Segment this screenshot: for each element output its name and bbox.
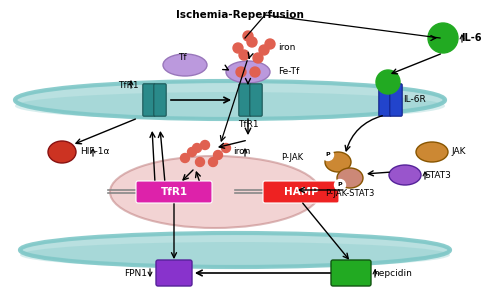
Circle shape: [265, 39, 275, 49]
FancyBboxPatch shape: [390, 84, 402, 116]
Circle shape: [187, 148, 197, 157]
FancyBboxPatch shape: [156, 260, 192, 286]
Ellipse shape: [163, 54, 207, 76]
FancyBboxPatch shape: [379, 84, 391, 116]
Circle shape: [180, 154, 189, 162]
Text: Fe-Tf: Fe-Tf: [278, 67, 299, 77]
Text: HIF-1α: HIF-1α: [80, 148, 109, 157]
Ellipse shape: [15, 92, 445, 120]
Text: TfR1: TfR1: [160, 187, 187, 197]
Circle shape: [221, 143, 231, 152]
Text: JAK: JAK: [451, 148, 465, 157]
Circle shape: [376, 70, 400, 94]
Ellipse shape: [20, 242, 450, 268]
Circle shape: [239, 50, 249, 60]
Circle shape: [196, 157, 205, 167]
Ellipse shape: [20, 233, 450, 267]
FancyBboxPatch shape: [154, 84, 166, 116]
Circle shape: [250, 67, 260, 77]
Circle shape: [334, 179, 346, 190]
Ellipse shape: [389, 165, 421, 185]
Text: TfR1: TfR1: [118, 80, 139, 89]
Text: TfR1: TfR1: [238, 120, 258, 129]
Ellipse shape: [337, 168, 363, 188]
Text: IL-6R: IL-6R: [403, 96, 426, 105]
FancyBboxPatch shape: [250, 84, 262, 116]
FancyBboxPatch shape: [143, 84, 155, 116]
Text: P-JAK: P-JAK: [281, 154, 303, 162]
FancyBboxPatch shape: [331, 260, 371, 286]
Circle shape: [209, 157, 217, 167]
Ellipse shape: [48, 141, 76, 163]
Text: P: P: [326, 152, 330, 157]
Circle shape: [243, 31, 253, 41]
FancyBboxPatch shape: [263, 181, 339, 203]
Circle shape: [213, 151, 222, 159]
Circle shape: [322, 149, 333, 160]
Text: HAMP: HAMP: [283, 187, 318, 197]
Circle shape: [253, 53, 263, 63]
Circle shape: [233, 43, 243, 53]
Circle shape: [259, 45, 269, 55]
Text: IL-6: IL-6: [461, 33, 482, 43]
Ellipse shape: [226, 61, 270, 83]
Text: P-JAK-STAT3: P-JAK-STAT3: [325, 189, 374, 198]
Text: iron: iron: [233, 148, 250, 157]
Text: Tf: Tf: [177, 53, 186, 61]
FancyBboxPatch shape: [239, 84, 251, 116]
Circle shape: [192, 143, 202, 152]
Ellipse shape: [416, 142, 448, 162]
Text: FPN1: FPN1: [124, 268, 147, 277]
Text: hepcidin: hepcidin: [373, 268, 412, 277]
FancyBboxPatch shape: [136, 181, 212, 203]
Circle shape: [201, 140, 210, 149]
Ellipse shape: [15, 81, 445, 119]
Text: iron: iron: [278, 43, 295, 53]
Ellipse shape: [110, 156, 320, 228]
Circle shape: [428, 23, 458, 53]
Text: Ischemia-Reperfusion: Ischemia-Reperfusion: [176, 10, 304, 20]
Circle shape: [247, 37, 257, 47]
Text: P: P: [338, 182, 342, 187]
Text: STAT3: STAT3: [424, 170, 451, 179]
Ellipse shape: [325, 152, 351, 172]
Circle shape: [236, 67, 246, 77]
